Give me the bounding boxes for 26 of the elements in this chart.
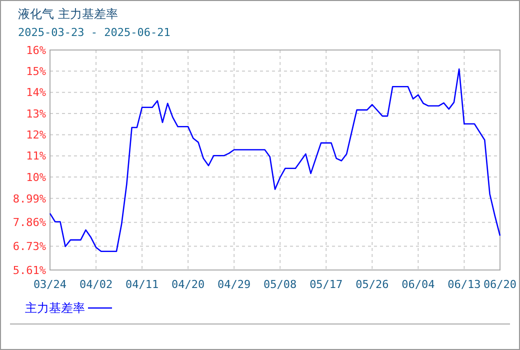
y-tick-label: 12% (26, 128, 46, 142)
y-tick-label: 8.99% (12, 192, 46, 206)
line-series (49, 68, 501, 252)
chart-subtitle: 2025-03-23 - 2025-06-21 (18, 26, 170, 39)
x-tick-label: 04/29 (218, 278, 251, 291)
x-tick-label: 04/20 (172, 278, 205, 291)
y-tick-label: 11% (26, 150, 46, 163)
y-tick-label: 13% (26, 107, 46, 120)
x-tick-label: 04/11 (125, 278, 159, 291)
x-tick-label: 03/24 (33, 278, 67, 291)
y-tick-label: 15% (26, 65, 46, 78)
x-tick-label: 05/26 (356, 278, 389, 291)
y-tick-label: 5.61% (12, 264, 46, 277)
x-tick-label: 05/17 (310, 278, 343, 291)
y-tick-label: 16% (26, 44, 46, 57)
y-tick-label: 7.86% (12, 216, 46, 230)
x-tick-label: 06/20 (483, 278, 517, 291)
chart-title: 液化气 主力基差率 (18, 7, 118, 21)
x-tick-label: 06/04 (402, 278, 436, 291)
x-tick-label: 06/13 (448, 278, 481, 291)
y-tick-label: 10% (26, 170, 46, 184)
x-tick-label: 04/02 (79, 278, 113, 291)
y-tick-label: 6.73% (12, 240, 46, 254)
x-tick-label: 05/08 (264, 278, 297, 291)
y-tick-label: 14% (26, 86, 46, 100)
legend-label: 主力基差率 (25, 301, 85, 315)
